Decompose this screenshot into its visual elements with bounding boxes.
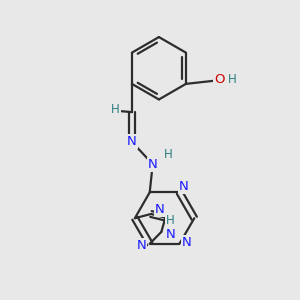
Text: H: H	[111, 103, 120, 116]
Text: N: N	[136, 239, 146, 252]
Text: H: H	[164, 148, 172, 161]
Text: N: N	[165, 228, 175, 241]
Text: N: N	[148, 158, 158, 171]
Text: N: N	[179, 180, 189, 193]
Text: O: O	[214, 73, 224, 86]
Text: H: H	[166, 214, 175, 227]
Text: N: N	[127, 135, 137, 148]
Text: H: H	[228, 73, 236, 86]
Text: N: N	[182, 236, 192, 249]
Text: N: N	[155, 203, 165, 216]
